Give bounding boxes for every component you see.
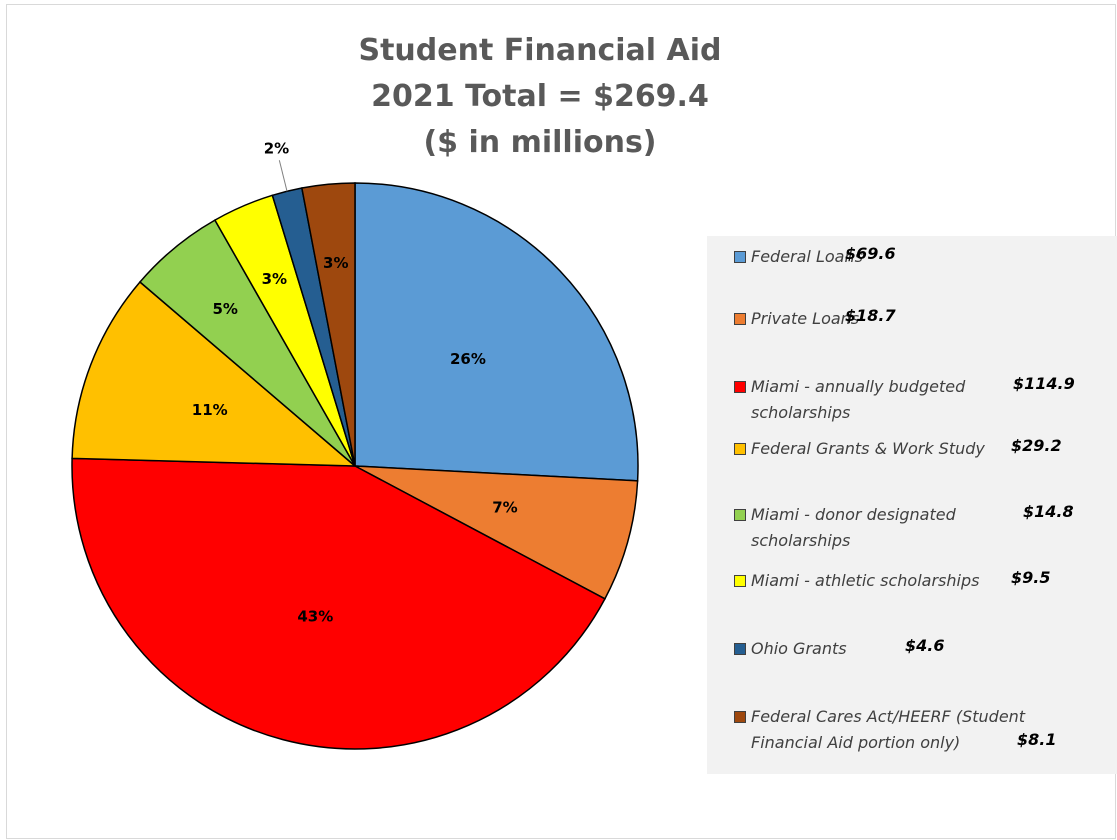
title-line-3: ($ in millions) bbox=[423, 125, 657, 160]
title-line-1: Student Financial Aid bbox=[358, 33, 722, 68]
percent-label-private-loans: 7% bbox=[492, 499, 517, 517]
percent-label-federal-grants-work-study: 11% bbox=[192, 401, 228, 419]
legend-label-line: Miami - athletic scholarships bbox=[751, 571, 980, 590]
legend-value: $4.6 bbox=[905, 636, 945, 655]
chart-title: Student Financial Aid 2021 Total = $269.… bbox=[0, 28, 1080, 166]
pie-slice-federal-cares-act-heerf-student-financial-aid-portion-only bbox=[300, 182, 356, 467]
legend-swatch bbox=[734, 251, 746, 263]
legend-label: Ohio Grants bbox=[751, 636, 847, 662]
percent-label-miami-donor-designated-scholarships: 5% bbox=[213, 300, 238, 318]
pie-slice-miami-annually-budgeted-scholarships bbox=[71, 457, 606, 750]
legend-label: Federal Loans bbox=[751, 244, 863, 270]
legend-label-line: Ohio Grants bbox=[751, 639, 847, 658]
legend-value: $8.1 bbox=[1017, 730, 1057, 749]
percent-label-federal-cares-act-heerf-student-financial-aid-portion-only: 3% bbox=[323, 254, 348, 272]
legend-swatch bbox=[734, 643, 746, 655]
percent-label-miami-annually-budgeted-scholarships: 43% bbox=[297, 608, 333, 626]
legend-label: Miami - donor designated scholarships bbox=[751, 502, 956, 554]
legend-label-line: scholarships bbox=[751, 403, 851, 422]
legend-label: Miami - athletic scholarships bbox=[751, 568, 979, 594]
legend-label: Federal Grants & Work Study bbox=[751, 436, 985, 462]
legend-label: Federal Cares Act/HEERF (Student Financia… bbox=[751, 704, 1025, 756]
legend-value: $14.8 bbox=[1023, 502, 1074, 521]
legend-swatch bbox=[734, 509, 746, 521]
legend-label: Private Loans bbox=[751, 306, 859, 332]
legend-swatch bbox=[734, 443, 746, 455]
legend-swatch bbox=[734, 575, 746, 587]
legend-label-line: Federal Grants & Work Study bbox=[751, 439, 985, 458]
legend-value: $114.9 bbox=[1013, 374, 1075, 393]
legend: Federal Loans $69.6 Private Loans $18.7 Miam… bbox=[707, 236, 1117, 774]
pie-slice-federal-loans bbox=[354, 182, 639, 482]
title-line-2: 2021 Total = $269.4 bbox=[371, 79, 709, 114]
legend-label-line: Federal Loans bbox=[751, 247, 863, 266]
legend-label-line: Miami - donor designated bbox=[751, 505, 956, 524]
legend-label-line: scholarships bbox=[751, 531, 851, 550]
percent-label-miami-athletic-scholarships: 3% bbox=[262, 270, 287, 288]
legend-label-line: Federal Cares Act/HEERF (Student bbox=[751, 707, 1026, 726]
legend-label-line: Private Loans bbox=[751, 309, 860, 328]
legend-label-line: Miami - annually budgeted bbox=[751, 377, 966, 396]
percent-label-federal-loans: 26% bbox=[450, 350, 486, 368]
legend-value: $29.2 bbox=[1011, 436, 1062, 455]
pie-slice-private-loans bbox=[354, 465, 639, 600]
leader-line-ohio-grants bbox=[278, 160, 288, 192]
legend-value: $69.6 bbox=[845, 244, 896, 263]
legend-value: $18.7 bbox=[845, 306, 896, 325]
legend-label: Miami - annually budgeted scholarships bbox=[751, 374, 965, 426]
legend-swatch bbox=[734, 711, 746, 723]
legend-label-line: Financial Aid portion only) bbox=[751, 733, 961, 752]
legend-swatch bbox=[734, 313, 746, 325]
percent-label-ohio-grants: 2% bbox=[264, 140, 289, 158]
legend-value: $9.5 bbox=[1011, 568, 1051, 587]
pie-slice-federal-grants-work-study bbox=[71, 280, 358, 467]
legend-swatch bbox=[734, 381, 746, 393]
